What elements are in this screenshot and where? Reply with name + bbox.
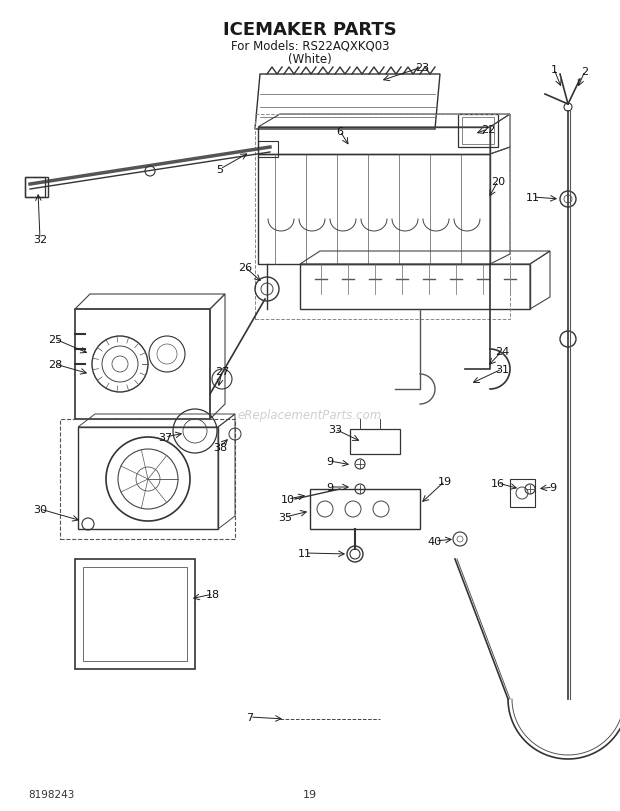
Text: 31: 31 (495, 365, 509, 375)
Text: 33: 33 (328, 424, 342, 435)
Text: 10: 10 (281, 495, 295, 504)
Text: ICEMAKER PARTS: ICEMAKER PARTS (223, 21, 397, 39)
Text: 35: 35 (278, 513, 292, 522)
Text: 1: 1 (551, 65, 557, 75)
Text: 22: 22 (481, 125, 495, 135)
Text: 38: 38 (213, 443, 227, 453)
Text: 28: 28 (48, 359, 62, 370)
Text: 26: 26 (238, 263, 252, 272)
Text: 27: 27 (215, 367, 229, 376)
Text: (White): (White) (288, 53, 332, 66)
Text: 11: 11 (526, 193, 540, 203)
Text: 20: 20 (491, 177, 505, 187)
Bar (60, 419, 235, 539)
Text: 37: 37 (158, 432, 172, 443)
Text: 30: 30 (33, 504, 47, 514)
Text: 24: 24 (495, 346, 509, 357)
Text: 9: 9 (327, 457, 334, 466)
Text: 9: 9 (327, 483, 334, 492)
Bar (255, 115, 510, 320)
Text: 18: 18 (206, 590, 220, 599)
Text: 5: 5 (216, 165, 223, 175)
Text: 6: 6 (337, 127, 343, 137)
Text: 8198243: 8198243 (28, 789, 74, 799)
Text: eReplacementParts.com: eReplacementParts.com (238, 408, 382, 421)
Text: For Models: RS22AQXKQ03: For Models: RS22AQXKQ03 (231, 40, 389, 53)
Text: 11: 11 (298, 548, 312, 558)
Text: 23: 23 (415, 63, 429, 73)
Text: 32: 32 (33, 234, 47, 245)
Text: 2: 2 (582, 67, 588, 77)
Text: 19: 19 (438, 476, 452, 487)
Text: 16: 16 (491, 478, 505, 488)
Text: 9: 9 (549, 483, 557, 492)
Text: 19: 19 (303, 789, 317, 799)
Text: 25: 25 (48, 335, 62, 345)
Text: 40: 40 (428, 536, 442, 547)
Text: 7: 7 (246, 712, 254, 722)
